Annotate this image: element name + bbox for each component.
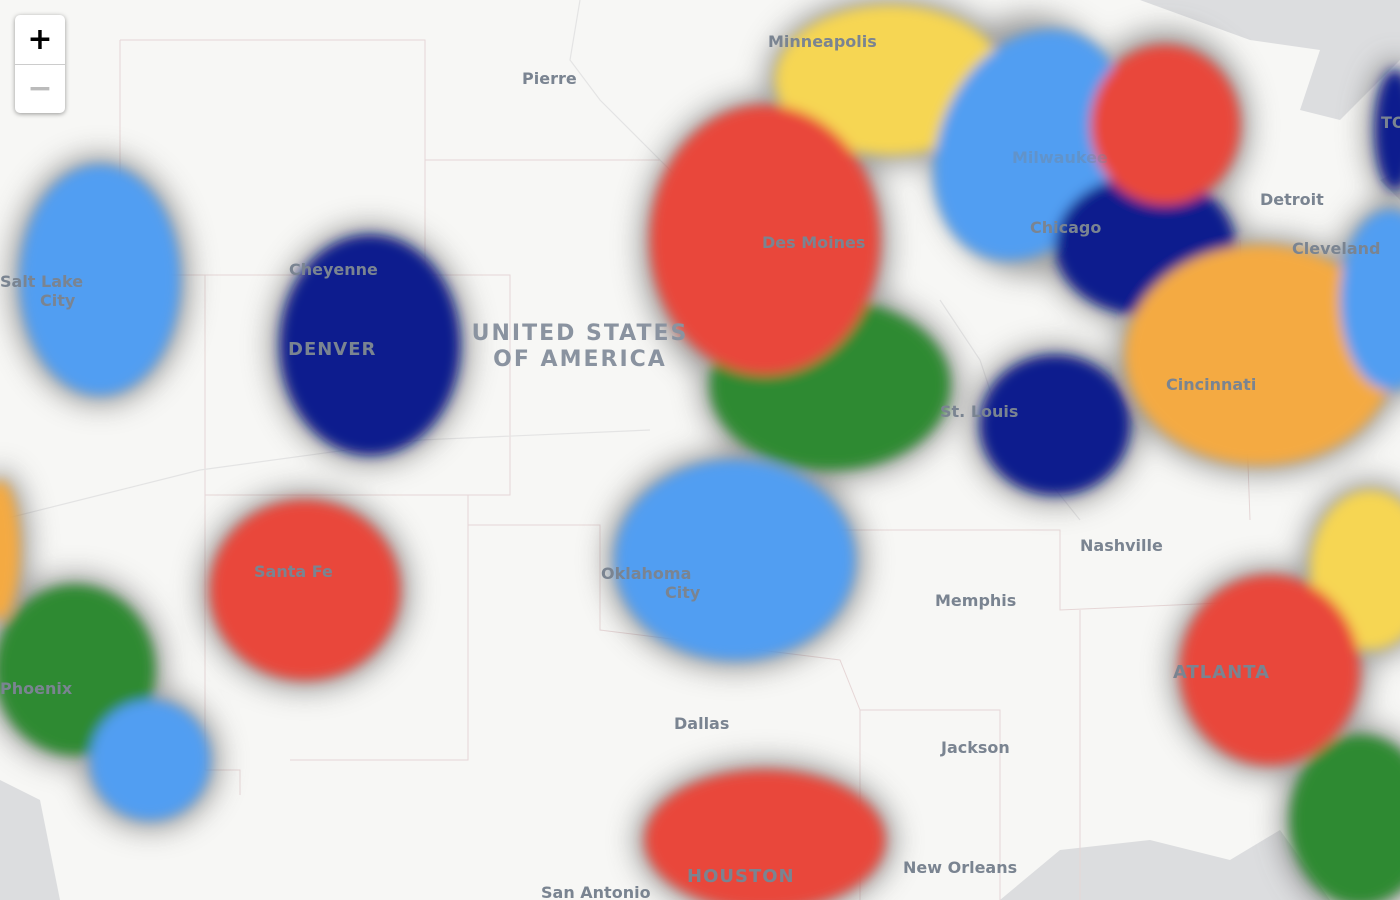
city-label: Nashville [1080,536,1163,555]
city-label: Cheyenne [289,260,378,279]
city-label: TO [1381,113,1400,132]
city-label: San Antonio [541,883,651,900]
city-label: Cleveland [1292,239,1380,258]
city-label: Milwaukee [1012,148,1108,167]
city-label: DENVER [288,339,376,360]
city-label: Santa Fe [254,562,333,581]
city-label: City [665,583,701,602]
country-label: UNITED STATES [472,321,689,346]
city-label: Pierre [522,69,577,88]
city-label: City [40,291,76,310]
city-label: Chicago [1030,218,1101,237]
city-label: Oklahoma [601,564,691,583]
city-label: Memphis [935,591,1016,610]
city-label: ATLANTA [1173,662,1270,683]
labels: UNITED STATES OF AMERICA Minneapolis Pie… [0,32,1400,900]
city-label: Phoenix [0,679,73,698]
zoom-out-button[interactable]: − [15,64,65,113]
city-label: Dallas [674,714,729,733]
city-label: Des Moines [762,233,865,252]
zoom-in-button[interactable]: + [27,22,53,57]
country-label: OF AMERICA [493,347,667,372]
city-label: Cincinnati [1166,375,1256,394]
city-label: Detroit [1260,190,1324,209]
city-label: New Orleans [903,858,1017,877]
city-label: Salt Lake [0,272,83,291]
zoom-control: + − [15,15,65,113]
city-label: HOUSTON [687,866,795,887]
city-label: Minneapolis [768,32,877,51]
city-label: Jackson [940,738,1010,757]
city-label: St. Louis [940,402,1018,421]
